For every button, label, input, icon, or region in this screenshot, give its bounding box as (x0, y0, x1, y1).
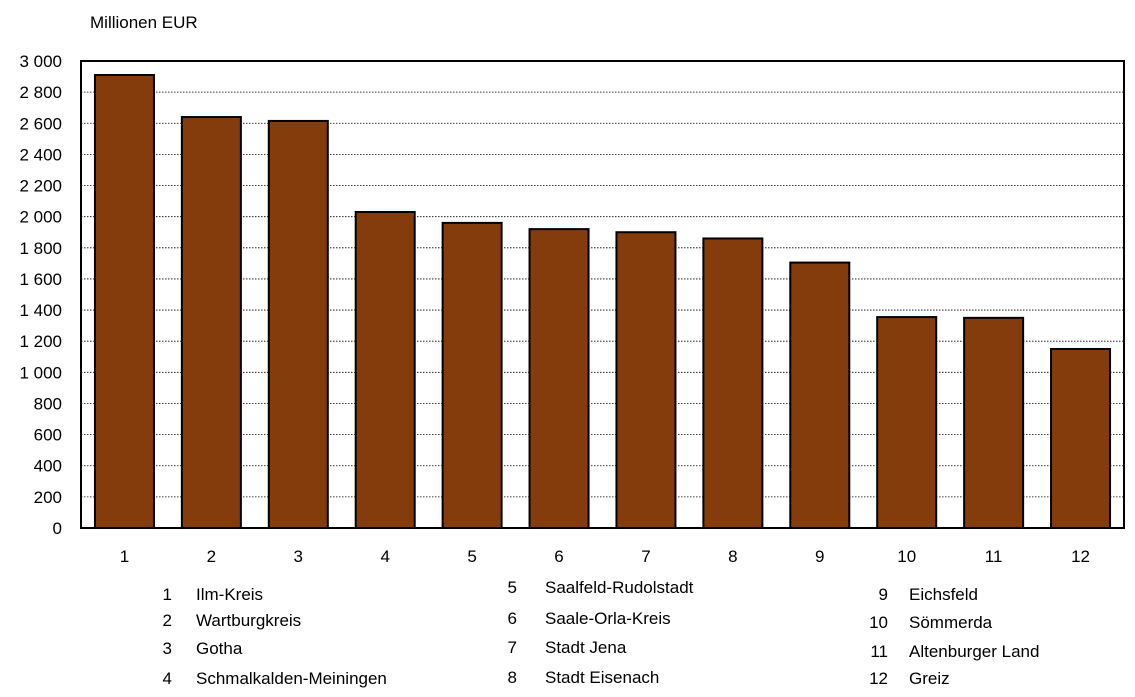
bar (615, 231, 677, 529)
x-tick-label: 11 (985, 547, 1003, 566)
bar (267, 119, 329, 529)
legend-name: Altenburger Land (909, 642, 1040, 661)
y-tick-label: 1 200 (19, 332, 62, 351)
x-tick-label: 12 (1071, 547, 1090, 566)
y-tick-label: 1 400 (19, 301, 62, 320)
y-tick-label: 2 000 (19, 208, 62, 227)
y-tick-label: 600 (34, 426, 62, 445)
legend-number: 10 (869, 613, 888, 632)
y-tick-label: 1 600 (19, 270, 62, 289)
bars (93, 74, 1112, 530)
bar (876, 316, 938, 529)
legend-item: 12 Greiz (858, 669, 950, 689)
legend-item: 1 Ilm-Kreis (142, 585, 264, 605)
legend-name: Saale-Orla-Kreis (545, 609, 671, 628)
y-tick-label: 2 600 (19, 114, 62, 133)
bar-chart: Millionen EUR 0 200 400 600 800 1 000 1 200 1 4… (19, 13, 1125, 566)
x-tick-label: 5 (467, 547, 476, 566)
legend-item: 5 Saalfeld-Rudolstadt (487, 578, 694, 598)
legend-name: Wartburgkreis (196, 611, 302, 630)
legend-number: 1 (162, 585, 172, 604)
legend-name: Ilm-Kreis (196, 585, 264, 604)
y-tick-label: 200 (34, 488, 62, 507)
x-tick-label: 3 (294, 547, 303, 566)
bar (963, 316, 1025, 529)
bar (702, 237, 764, 530)
y-tick-label: 800 (34, 394, 62, 413)
y-tick-label: 2 200 (19, 177, 62, 196)
legend-number: 4 (162, 669, 172, 688)
bar (1050, 347, 1112, 529)
bar (441, 221, 503, 529)
x-tick-label: 4 (380, 547, 389, 566)
plot-frame (80, 60, 1125, 529)
legend-item: 9 Eichsfeld (858, 585, 978, 605)
legend-item: 8 Stadt Eisenach (487, 668, 660, 688)
legend-name: Sömmerda (909, 613, 993, 632)
x-tick-label: 9 (815, 547, 824, 566)
y-tick-label: 0 (53, 519, 62, 538)
bar (528, 228, 590, 529)
legend-item: 2 Wartburgkreis (142, 611, 302, 631)
legend-name: Eichsfeld (909, 585, 978, 604)
x-tick-label: 8 (728, 547, 737, 566)
bar (180, 116, 242, 529)
x-tick-label: 7 (641, 547, 650, 566)
x-tick-label: 6 (554, 547, 563, 566)
legend-name: Greiz (909, 669, 950, 688)
legend-name: Schmalkalden-Meiningen (196, 669, 387, 688)
x-tick-labels: 1 2 3 4 5 6 7 8 9 10 11 12 (120, 547, 1090, 566)
x-tick-label: 10 (897, 547, 916, 566)
legend-number: 6 (507, 609, 517, 628)
legend-item: 7 Stadt Jena (487, 638, 627, 658)
legend-number: 9 (878, 585, 888, 604)
bar (789, 261, 851, 529)
legend-number: 3 (162, 639, 172, 658)
legend-name: Saalfeld-Rudolstadt (545, 578, 694, 597)
x-tick-label: 1 (120, 547, 129, 566)
y-axis-label: Millionen EUR (90, 13, 198, 32)
legend-number: 2 (162, 611, 172, 630)
bar (354, 210, 416, 529)
y-tick-label: 1 000 (19, 363, 62, 382)
legend-item: 11 Altenburger Land (858, 642, 1039, 662)
y-tick-label: 3 000 (19, 52, 62, 71)
y-tick-label: 1 800 (19, 239, 62, 258)
legend-name: Gotha (196, 639, 243, 658)
legend-number: 11 (870, 642, 888, 661)
legend-number: 5 (507, 578, 517, 597)
legend-item: 3 Gotha (142, 639, 243, 659)
legend-name: Stadt Jena (545, 638, 627, 657)
y-tick-labels: 0 200 400 600 800 1 000 1 200 1 400 1 600 1 800 2 … (19, 52, 62, 538)
legend-number: 12 (869, 669, 888, 688)
y-tick-label: 2 800 (19, 83, 62, 102)
x-tick-label: 2 (207, 547, 216, 566)
y-tick-label: 2 400 (19, 145, 62, 164)
legend-item: 4 Schmalkalden-Meiningen (142, 669, 387, 689)
legend-item: 10 Sömmerda (858, 613, 992, 633)
legend-number: 8 (507, 668, 517, 687)
bar (93, 74, 155, 529)
legend-item: 6 Saale-Orla-Kreis (487, 609, 671, 629)
legend-number: 7 (507, 638, 517, 657)
y-tick-label: 400 (34, 457, 62, 476)
legend-name: Stadt Eisenach (545, 668, 660, 687)
